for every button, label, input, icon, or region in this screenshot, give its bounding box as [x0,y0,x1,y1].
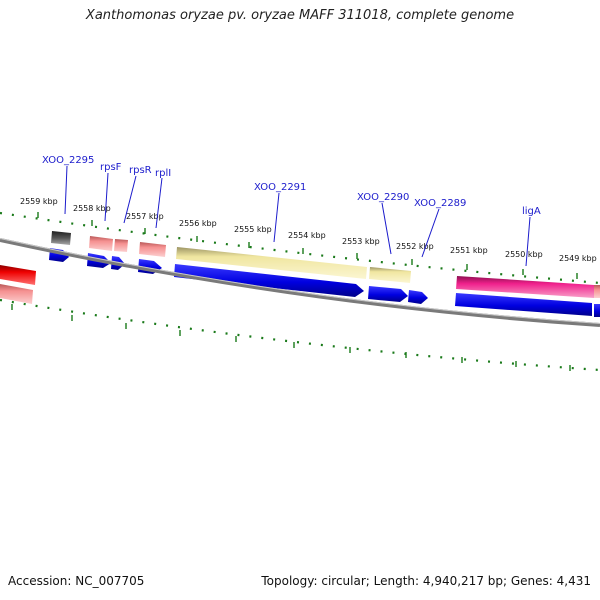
gene-label[interactable]: XOO_2290 [357,192,409,203]
tick-label: 2559 kbp [20,197,58,206]
cds-arrow[interactable] [408,290,428,304]
yellow-feature[interactable] [176,247,367,279]
gene-label[interactable]: XOO_2295 [42,155,94,166]
genome-backbone-highlight [0,238,600,324]
gene-label[interactable]: rpsR [129,165,152,176]
gene-label[interactable]: rpsF [100,162,122,173]
tick-labels: 2559 kbp 2558 kbp 2557 kbp 2556 kbp 2555… [20,197,597,263]
tick-label: 2552 kbp [396,242,434,251]
tick-label: 2553 kbp [342,237,380,246]
gene-label[interactable]: XOO_2289 [414,198,466,209]
cds-arrow[interactable] [368,286,408,302]
genome-backbone [0,238,600,327]
magenta-feature[interactable] [456,276,594,298]
gene-label[interactable]: ligA [522,206,541,217]
tick-label: 2554 kbp [288,231,326,240]
red-feature[interactable] [0,265,36,285]
salmon-feature[interactable] [139,242,166,257]
tick-label: 2558 kbp [73,204,111,213]
inner-dotted-ring [0,298,600,372]
cds-arrow[interactable] [174,264,364,297]
gene-label[interactable]: rplI [155,168,171,179]
salmon-feature[interactable] [0,284,33,304]
tick-label: 2557 kbp [126,212,164,221]
salmon-feature[interactable] [89,236,113,251]
accession-label: Accession: NC_007705 [8,574,145,588]
cds-arrow[interactable] [594,304,600,317]
dark-gray-feature[interactable] [51,231,71,245]
tick-label: 2555 kbp [234,225,272,234]
gene-labels: XOO_2295 rpsF rpsR rplI XOO_2291 XOO_229… [42,155,541,267]
yellow-feature[interactable] [369,267,411,283]
outer-tick-ruler [0,211,600,285]
gene-label[interactable]: XOO_2291 [254,182,306,193]
tick-label: 2551 kbp [450,246,488,255]
salmon-feature[interactable] [114,239,128,252]
cds-arrow[interactable] [455,293,592,316]
tick-label: 2549 kbp [559,254,597,263]
topology-summary: Topology: circular; Length: 4,940,217 bp… [261,574,591,588]
tick-label: 2556 kbp [179,219,217,228]
outer-dotted-ring [0,211,600,285]
feature-blocks [51,231,600,298]
left-edge-features [0,265,36,304]
map-title: Xanthomonas oryzae pv. oryzae MAFF 31101… [85,8,515,23]
inner-tick-ruler [0,298,600,372]
salmon-feature[interactable] [594,285,600,298]
tick-label: 2550 kbp [505,250,543,259]
